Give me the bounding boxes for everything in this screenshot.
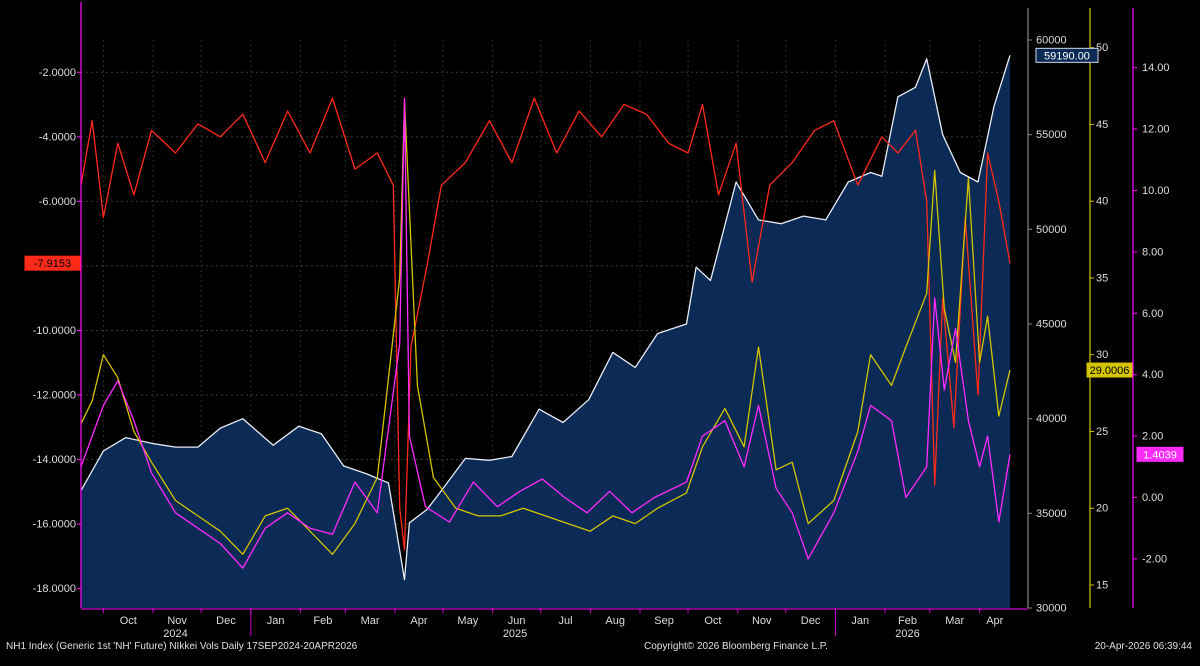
left-axis-tick-label: -2.0000 bbox=[39, 67, 76, 79]
footer-copyright: Copyright© 2026 Bloomberg Finance L.P. bbox=[644, 641, 828, 652]
x-tick-label: Jan bbox=[267, 615, 285, 627]
vol-axis-tick-label: 40 bbox=[1096, 196, 1108, 208]
price-axis-tick-label: 60000 bbox=[1036, 35, 1067, 47]
x-year-label: 2026 bbox=[895, 628, 919, 640]
price-axis-tick-label: 30000 bbox=[1036, 603, 1067, 615]
skew-axis-tick-label: 6.00 bbox=[1142, 308, 1163, 320]
vol-axis-tick-label: 15 bbox=[1096, 579, 1108, 591]
left-axis-tick-label: -14.0000 bbox=[33, 454, 76, 466]
last-value-labels: 59190.00 -7.9153 29.0006 1.4039 bbox=[24, 47, 1184, 462]
chart-svg: -2.0000-4.0000-6.0000-8.0000-10.0000-12.… bbox=[24, 2, 1184, 640]
vol-axis-tick-label: 20 bbox=[1096, 503, 1108, 515]
vol-axis-tick-label: 25 bbox=[1096, 426, 1108, 438]
last-label-box-skew bbox=[1136, 446, 1184, 462]
x-tick-label: Nov bbox=[167, 615, 187, 627]
footer-title: NH1 Index (Generic 1st 'NH' Future) NIkk… bbox=[6, 641, 358, 652]
last-label-box-left bbox=[24, 255, 81, 271]
left-axis-tick-label: -4.0000 bbox=[39, 131, 76, 143]
series-line-skew bbox=[80, 97, 1011, 569]
x-axis: Oct Nov Dec Jan Feb Mar Apr May Jun Jul Aug Sep Oct N… bbox=[81, 608, 1028, 640]
x-tick-label: Jul bbox=[558, 615, 572, 627]
skew-axis-tick-label: 10.00 bbox=[1142, 185, 1170, 197]
last-label-left: -7.9153 bbox=[34, 258, 71, 270]
left-axis-tick-label: -6.0000 bbox=[39, 196, 76, 208]
left-axis-tick-label: -16.0000 bbox=[33, 519, 76, 531]
x-tick-label: Dec bbox=[801, 615, 821, 627]
price-axis-tick-label: 50000 bbox=[1036, 224, 1067, 236]
series-area-price bbox=[81, 55, 1010, 609]
price-axis-tick-label: 45000 bbox=[1036, 319, 1067, 331]
vol-axis-tick-label: 30 bbox=[1096, 349, 1108, 361]
last-label-box-price bbox=[1035, 47, 1099, 63]
series-line-price bbox=[80, 55, 1011, 581]
skew-axis-tick-label: 12.00 bbox=[1142, 124, 1170, 136]
last-label-vol: 29.0006 bbox=[1090, 365, 1130, 377]
price-axis-tick-label: 35000 bbox=[1036, 508, 1067, 520]
skew-axis-tick-label: 2.00 bbox=[1142, 431, 1163, 443]
x-tick-label: May bbox=[457, 615, 478, 627]
series-line-left bbox=[80, 97, 1011, 551]
vol-axis-tick-label: 35 bbox=[1096, 272, 1108, 284]
skew-axis-tick-label: 0.00 bbox=[1142, 492, 1163, 504]
last-label-box-vol bbox=[1086, 362, 1133, 378]
series-line-vol bbox=[80, 100, 1011, 555]
x-tick-label: Nov bbox=[752, 615, 772, 627]
x-tick-label: Mar bbox=[361, 615, 380, 627]
x-tick-label: Apr bbox=[986, 615, 1003, 627]
skew-axis-tick-label: 8.00 bbox=[1142, 246, 1163, 258]
x-tick-label: Dec bbox=[216, 615, 236, 627]
x-year-label: 2024 bbox=[163, 628, 187, 640]
skew-axis-tick-label: 14.00 bbox=[1142, 62, 1170, 74]
x-tick-label: Mar bbox=[945, 615, 964, 627]
last-label-skew: 1.4039 bbox=[1143, 449, 1177, 461]
x-tick-label: Oct bbox=[120, 615, 137, 627]
x-tick-label: Apr bbox=[410, 615, 427, 627]
axes: -2.0000-4.0000-6.0000-8.0000-10.0000-12.… bbox=[33, 2, 1170, 615]
x-tick-label: Oct bbox=[704, 615, 721, 627]
skew-axis-tick-label: 4.00 bbox=[1142, 369, 1163, 381]
x-year-label: 2025 bbox=[503, 628, 527, 640]
left-axis-tick-label: -12.0000 bbox=[33, 390, 76, 402]
left-axis-tick-label: -10.0000 bbox=[33, 325, 76, 337]
series-lines bbox=[80, 55, 1011, 581]
left-axis-tick-label: -18.0000 bbox=[33, 583, 76, 595]
price-area bbox=[81, 55, 1010, 609]
x-tick-label: Sep bbox=[654, 615, 674, 627]
x-tick-label: Jan bbox=[851, 615, 869, 627]
skew-axis-tick-label: -2.00 bbox=[1142, 553, 1167, 565]
x-tick-label: Feb bbox=[898, 615, 917, 627]
vol-axis-tick-label: 45 bbox=[1096, 119, 1108, 131]
footer-timestamp: 20-Apr-2026 06:39:44 bbox=[1094, 641, 1192, 652]
last-label-price: 59190.00 bbox=[1044, 50, 1090, 62]
x-tick-label: Aug bbox=[605, 615, 625, 627]
price-axis-tick-label: 40000 bbox=[1036, 413, 1067, 425]
x-tick-label: Feb bbox=[313, 615, 332, 627]
price-axis-tick-label: 55000 bbox=[1036, 129, 1067, 141]
vol-axis-tick-label: 50 bbox=[1096, 42, 1108, 54]
x-tick-label: Jun bbox=[508, 615, 526, 627]
